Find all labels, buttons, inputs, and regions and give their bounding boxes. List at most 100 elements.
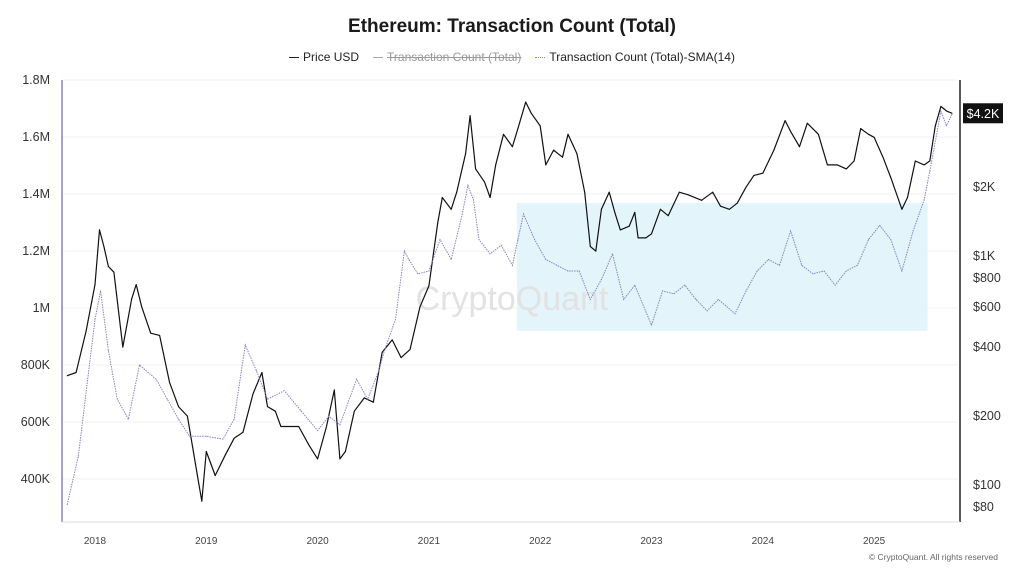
sma-point — [695, 298, 697, 300]
sma-point — [673, 293, 675, 295]
price-point — [589, 246, 591, 248]
sma-point — [756, 270, 758, 272]
sma-point — [107, 350, 109, 352]
price-point — [141, 306, 143, 308]
price-point — [923, 164, 925, 166]
price-point — [489, 197, 491, 199]
left-tick-label: 1.6M — [22, 130, 50, 144]
price-point — [135, 284, 137, 286]
x-tick-label: 2023 — [640, 536, 663, 547]
price-point — [409, 349, 411, 351]
sma-point — [500, 244, 502, 246]
sma-point — [478, 239, 480, 241]
price-point — [545, 164, 547, 166]
sma-point — [684, 284, 686, 286]
price-point — [363, 397, 365, 399]
legend-item-sma[interactable]: Transaction Count (Total)-SMA(14) — [535, 50, 735, 64]
price-point — [428, 285, 430, 287]
price-point — [159, 334, 161, 336]
price-point — [600, 208, 602, 210]
sma-point — [189, 435, 191, 437]
price-point — [906, 197, 908, 199]
sma-point — [66, 504, 68, 506]
price-point — [400, 357, 402, 359]
price-point — [773, 149, 775, 151]
sma-point — [300, 410, 302, 412]
sma-point — [403, 250, 405, 252]
right-tick-label: $80 — [973, 500, 994, 514]
right-tick-label: $400 — [973, 340, 1001, 354]
sma-point — [439, 239, 441, 241]
sma-point — [868, 239, 870, 241]
sma-point — [267, 398, 269, 400]
price-point — [584, 191, 586, 193]
sma-point — [912, 230, 914, 232]
sma-point — [317, 430, 319, 432]
price-point — [131, 298, 133, 300]
price-point — [333, 389, 335, 391]
price-point — [469, 115, 471, 117]
sma-point — [517, 239, 519, 241]
price-point — [701, 199, 703, 201]
price-point — [169, 382, 171, 384]
price-point — [242, 431, 244, 433]
sma-point — [378, 370, 380, 372]
legend-swatch-price — [289, 56, 300, 58]
price-point — [339, 458, 341, 460]
price-point — [901, 208, 903, 210]
sma-point — [328, 415, 330, 417]
legend: Price USD Transaction Count (Total) Tran… — [0, 50, 1024, 64]
sma-point — [662, 290, 664, 292]
legend-item-price[interactable]: Price USD — [289, 50, 359, 64]
sma-point — [383, 350, 385, 352]
price-point — [634, 211, 636, 213]
price-point — [678, 191, 680, 193]
price-point — [595, 250, 597, 252]
price-point — [233, 437, 235, 439]
price-point — [186, 415, 188, 417]
sma-point — [706, 310, 708, 312]
right-tick-label: $2K — [973, 180, 996, 194]
price-point — [940, 105, 942, 107]
right-tick-label: $200 — [973, 409, 1001, 423]
price-point — [817, 133, 819, 135]
legend-item-tx-count[interactable]: Transaction Count (Total) — [373, 50, 521, 64]
price-point — [628, 225, 630, 227]
sma-point — [812, 273, 814, 275]
price-point — [712, 191, 714, 193]
sma-point — [823, 270, 825, 272]
price-point — [567, 133, 569, 135]
price-point — [437, 222, 439, 224]
sma-point — [255, 370, 257, 372]
price-point — [576, 153, 578, 155]
sma-point — [767, 259, 769, 261]
sma-point — [734, 313, 736, 315]
price-point — [860, 128, 862, 130]
sma-point — [890, 239, 892, 241]
sma-point — [790, 230, 792, 232]
sma-point — [367, 398, 369, 400]
legend-label: Transaction Count (Total) — [387, 50, 522, 64]
watermark: CryptoQuant — [416, 280, 609, 318]
sma-point — [634, 284, 636, 286]
price-point — [274, 410, 276, 412]
price-point — [177, 406, 179, 408]
price-point — [687, 194, 689, 196]
price-point — [326, 426, 328, 428]
price-point — [790, 130, 792, 132]
x-tick-label: 2021 — [418, 536, 441, 547]
price-point — [934, 125, 936, 127]
price-point — [951, 112, 953, 114]
price-point — [530, 112, 532, 114]
sma-point — [395, 318, 397, 320]
price-point — [929, 160, 931, 162]
sma-point — [139, 364, 141, 366]
current-price-label: $4.2K — [967, 107, 1000, 121]
price-point — [853, 160, 855, 162]
left-tick-label: 1.4M — [22, 187, 50, 201]
price-point — [645, 237, 647, 239]
price-point — [267, 406, 269, 408]
price-point — [289, 426, 291, 428]
price-point — [456, 191, 458, 193]
sma-point — [489, 253, 491, 255]
